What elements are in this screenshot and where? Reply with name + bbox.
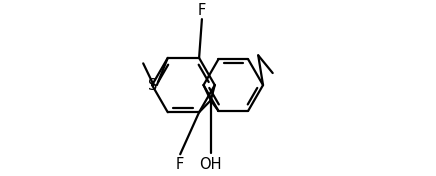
Text: F: F [176,158,184,172]
Text: S: S [147,78,157,93]
Text: OH: OH [200,157,222,172]
Text: F: F [198,2,206,18]
